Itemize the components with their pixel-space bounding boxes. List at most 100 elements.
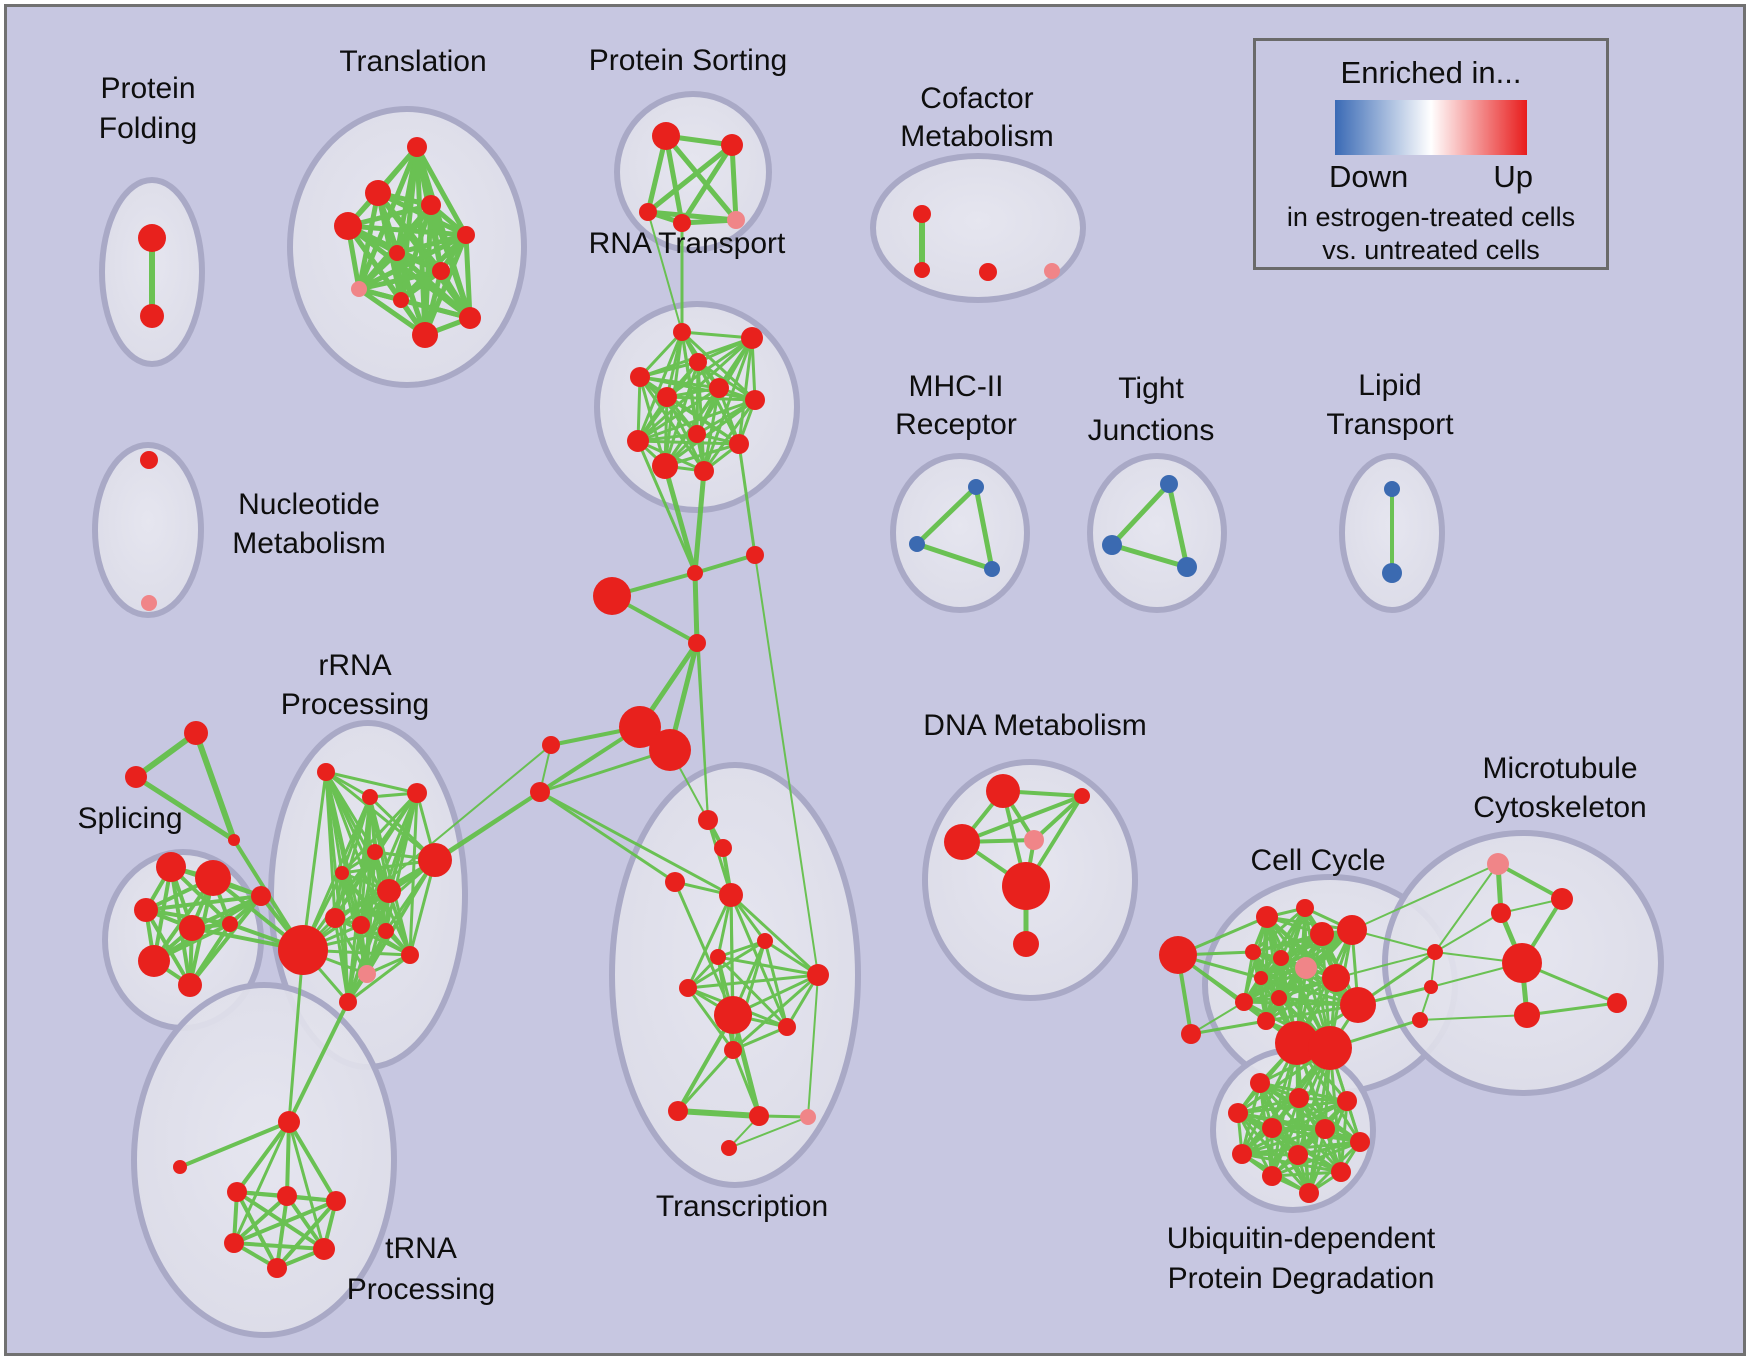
cluster-dna_metabolism-node-2 <box>944 824 980 860</box>
edge <box>716 939 767 959</box>
cluster-rna_transport-node-4 <box>709 378 729 398</box>
legend-down-label: Down <box>1329 159 1409 194</box>
cluster-chain-node-3 <box>688 634 706 652</box>
cluster-cell_cycle-node-12 <box>1271 990 1287 1006</box>
edge <box>232 1194 289 1245</box>
cluster-trna_processing-node-3 <box>277 1186 297 1206</box>
cluster-protein_folding-label: Folding <box>99 112 197 145</box>
edge <box>696 642 709 821</box>
cluster-rna_transport-node-2 <box>630 367 650 387</box>
cluster-transcription-node-1 <box>714 839 732 857</box>
edge <box>1525 1001 1619 1017</box>
cluster-cell_cycle-node-1 <box>1181 1024 1201 1044</box>
cluster-transcription-node-10 <box>724 1041 742 1059</box>
cluster-protein_sorting-node-3 <box>673 214 691 232</box>
cluster-protein_sorting-node-2 <box>639 203 657 221</box>
edge <box>679 217 739 226</box>
edge <box>914 484 979 547</box>
cluster-chain-node-2 <box>593 577 631 615</box>
edge <box>287 1000 350 1124</box>
cluster-splicing-node-7 <box>251 886 271 906</box>
edge <box>763 939 789 1029</box>
cluster-rrna_processing-node-11 <box>358 965 376 983</box>
cluster-nucleotide_metabolism-label: Metabolism <box>232 527 385 560</box>
cluster-rna_transport-node-0 <box>673 323 691 341</box>
cluster-ubiquitin_degradation-label: Ubiquitin-dependent <box>1167 1222 1436 1255</box>
edge <box>422 232 469 338</box>
cluster-trna_processing-node-4 <box>326 1191 346 1211</box>
edge <box>324 770 419 795</box>
edge <box>673 880 735 1017</box>
cluster-cell_cycle-node-11 <box>1235 993 1253 1011</box>
cluster-chain-node-7 <box>530 782 550 802</box>
cluster-transcription-node-0 <box>698 810 718 830</box>
cluster-rrna_processing-node-1 <box>362 789 378 805</box>
cluster-cofactor_metabolism-node-1 <box>914 262 930 278</box>
edge <box>1189 1019 1268 1036</box>
cluster-splicing_triangle-node-0 <box>184 721 208 745</box>
edge <box>345 202 434 229</box>
cluster-trna_processing-label: tRNA <box>385 1232 457 1265</box>
cluster-cell_cycle-node-2 <box>1256 906 1278 928</box>
cluster-chain-node-0 <box>687 565 703 581</box>
cluster-cell_cycle-node-0 <box>1159 936 1197 974</box>
edge <box>1434 912 1502 953</box>
cluster-translation-node-10 <box>412 322 438 348</box>
edge <box>538 790 733 897</box>
edge <box>647 211 683 333</box>
cluster-transcription-node-2 <box>665 872 685 892</box>
edge <box>663 133 685 226</box>
cluster-mhc2_receptor-node-0 <box>968 479 984 495</box>
edge <box>1296 1140 1362 1157</box>
edge <box>463 232 473 321</box>
cluster-mhc2_receptor-node-2 <box>984 561 1000 577</box>
legend-title: Enriched in... <box>1340 55 1522 90</box>
edge <box>178 1120 291 1169</box>
cluster-translation-node-5 <box>389 245 405 261</box>
legend-box: Enriched in... Down Up in estrogen-treat… <box>1253 38 1609 270</box>
edge <box>1434 863 1499 953</box>
cluster-protein_folding-node-1 <box>140 304 164 328</box>
cluster-tight_junctions-node-2 <box>1177 557 1197 577</box>
edge <box>731 973 820 1052</box>
cluster-rrna_processing-label: Processing <box>281 688 429 721</box>
edge <box>679 142 735 226</box>
edge <box>914 541 995 572</box>
edge <box>702 336 754 473</box>
edge <box>1307 1099 1349 1195</box>
edge <box>287 1120 338 1203</box>
cluster-microtubule_cytoskeleton-node-3 <box>1502 943 1542 983</box>
edge <box>960 794 1084 844</box>
edge <box>663 398 757 468</box>
cluster-trna_processing-node-5 <box>224 1233 244 1253</box>
edge <box>301 770 328 952</box>
cluster-rrna_processing-node-12 <box>339 993 357 1011</box>
edge <box>737 442 757 557</box>
cluster-dna_metabolism-node-0 <box>986 774 1020 808</box>
cluster-ubiquitin_degradation-node-1 <box>1289 1088 1309 1108</box>
edge <box>1307 1046 1332 1195</box>
cluster-microtubule_cytoskeleton-node-8 <box>1412 1012 1428 1028</box>
edge <box>333 916 369 976</box>
cluster-nucleotide_metabolism-label: Nucleotide <box>238 488 380 521</box>
edge <box>346 953 412 1004</box>
cluster-dna_metabolism-node-4 <box>1002 862 1050 910</box>
edge <box>729 142 739 223</box>
cluster-cell_cycle-node-14 <box>1275 1021 1319 1065</box>
cluster-rna_transport-label: RNA Transport <box>589 227 786 260</box>
edge <box>729 893 820 977</box>
cluster-tight_junctions-label: Tight <box>1118 372 1184 405</box>
cluster-rrna_processing-node-4 <box>335 866 349 880</box>
cluster-splicing-node-3 <box>179 915 205 941</box>
edge <box>414 144 469 238</box>
cluster-microtubule_cytoskeleton-node-2 <box>1491 903 1511 923</box>
cluster-rna_transport-node-11 <box>694 461 714 481</box>
cluster-protein_folding-node-0 <box>138 224 166 252</box>
cluster-trna_processing-node-7 <box>267 1258 287 1278</box>
edge <box>1240 1046 1332 1156</box>
edge <box>665 336 754 399</box>
edge <box>731 1048 761 1118</box>
cluster-rna_transport-node-5 <box>657 387 677 407</box>
edge <box>232 1241 326 1251</box>
